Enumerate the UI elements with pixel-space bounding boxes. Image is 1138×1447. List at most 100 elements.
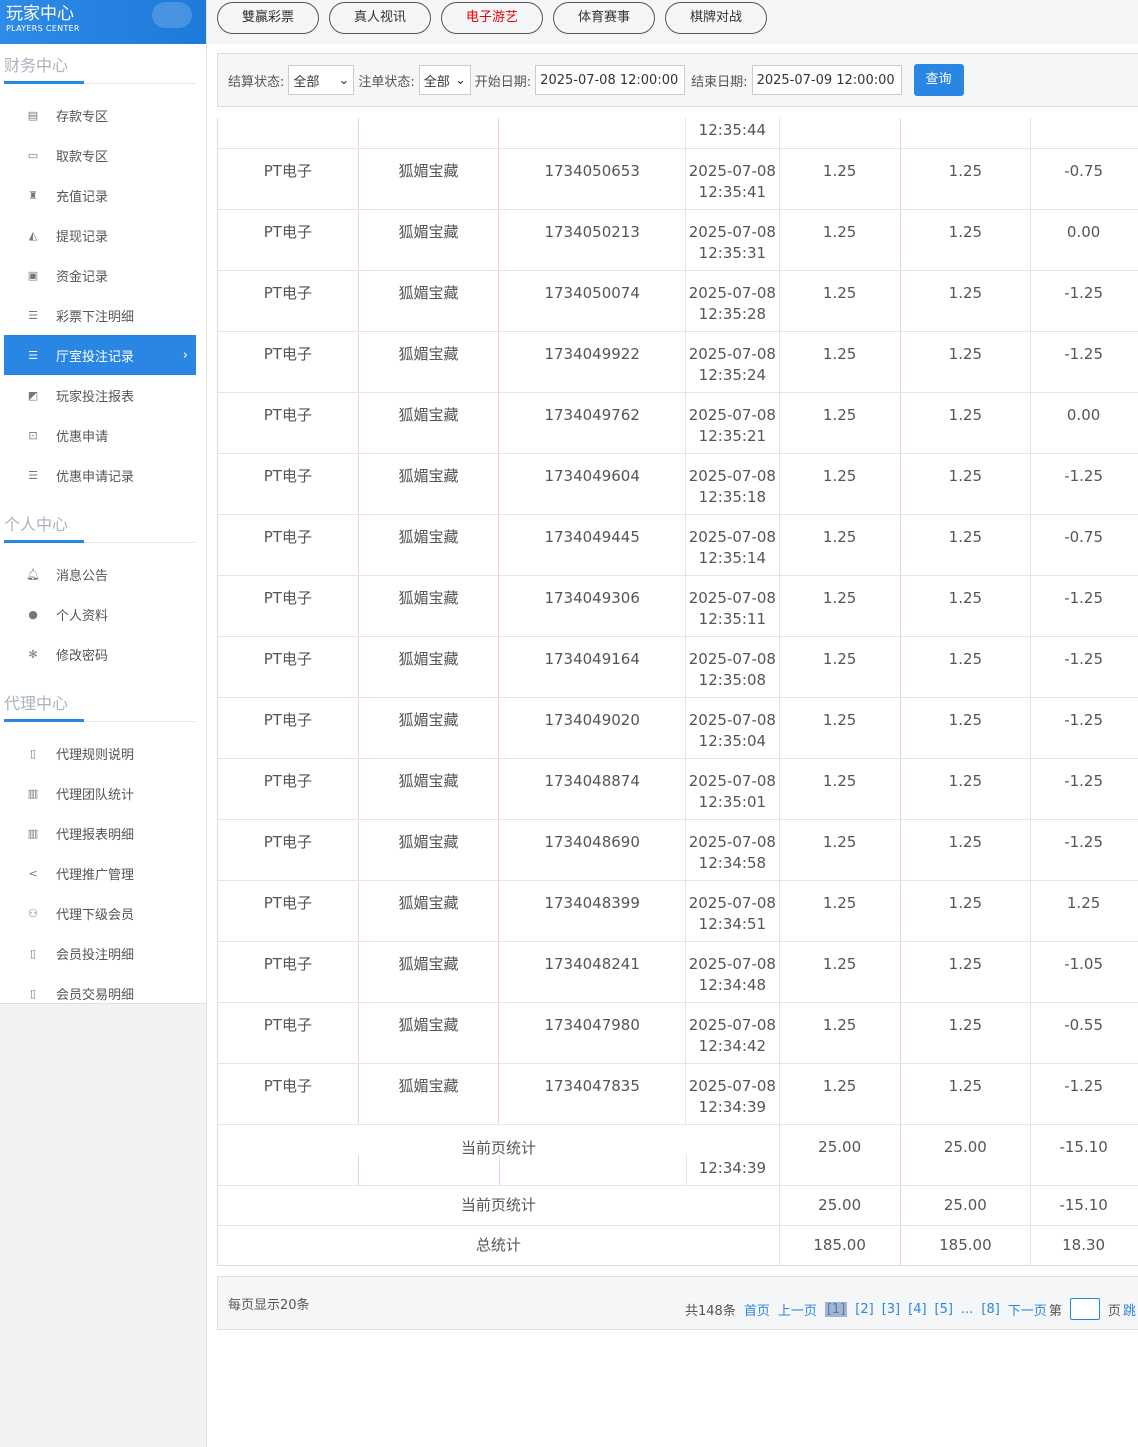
- sidebar-item[interactable]: ▯ 会员交易明细: [4, 973, 196, 1013]
- sidebar-item[interactable]: ▣ 资金记录: [4, 255, 196, 295]
- platform: PT电子: [263, 284, 312, 302]
- bet-time: 12:35:01: [698, 793, 767, 811]
- bet-amount: 1.25: [778, 576, 900, 636]
- goto-prefix: 第: [1048, 1303, 1062, 1319]
- settle-status-select[interactable]: 全部 ⌄: [288, 65, 355, 95]
- page-link-5[interactable]: [5]: [934, 1301, 953, 1317]
- valid-amount: 1.25: [899, 393, 1031, 453]
- bet-date: 2025-07-08: [688, 1016, 776, 1034]
- valid-amount: 1.25: [899, 759, 1031, 819]
- bet-status-select[interactable]: 全部 ⌄: [418, 65, 471, 95]
- sidebar-item-label: 代理推广管理: [56, 867, 135, 883]
- bet-date: 2025-07-08: [688, 1077, 776, 1095]
- total-winloss: 18.30: [1030, 1226, 1138, 1265]
- settle-status-value: 全部: [293, 74, 320, 90]
- bet-time: 12:34:58: [698, 854, 767, 872]
- start-date-label: 开始日期:: [474, 74, 532, 90]
- total-label: 总统计: [475, 1236, 521, 1254]
- summary-row: 当前页统计 12:34:39 25.00 25.00 -15.10: [218, 1124, 1138, 1185]
- sidebar-item[interactable]: ▯ 代理规则说明: [4, 733, 196, 773]
- bet-records-table: 12:35:44 PT电子 狐媚宝藏 1734050653 2025-07-08 12:3…: [217, 118, 1138, 1266]
- bet-id: 1734048399: [498, 881, 685, 941]
- doc-icon: ▯: [29, 986, 37, 1000]
- bet-time: 12:34:42: [698, 1037, 767, 1055]
- sidebar-item-label: 资金记录: [56, 269, 109, 285]
- platform: PT电子: [263, 223, 312, 241]
- sidebar-item[interactable]: ☰ 厅室投注记录 ›: [4, 335, 196, 375]
- goto-page-input[interactable]: [1069, 1298, 1100, 1320]
- page-link-2[interactable]: [2]: [855, 1301, 874, 1317]
- game-tab[interactable]: 体育赛事: [553, 2, 655, 34]
- bet-amount: 1.25: [778, 271, 900, 331]
- platform: PT电子: [263, 162, 312, 180]
- table-row: 12:35:44: [218, 118, 1138, 148]
- bet-amount: 1.25: [778, 759, 900, 819]
- sidebar-item[interactable]: 🔔︎ 消息公告: [4, 554, 196, 594]
- sidebar-item[interactable]: < 代理推广管理: [4, 853, 196, 893]
- sidebar-item-label: 代理下级会员: [56, 907, 135, 923]
- sidebar-item[interactable]: ✻ 修改密码: [4, 634, 196, 674]
- sidebar-item[interactable]: ♜ 充值记录: [4, 175, 196, 215]
- settle-status-label: 结算状态:: [228, 74, 285, 90]
- bet-date: 2025-07-08: [688, 955, 776, 973]
- goto-suffix: 页: [1107, 1303, 1121, 1319]
- win-loss: -0.75: [1030, 515, 1138, 575]
- sidebar-item[interactable]: ▤ 存款专区: [4, 95, 196, 135]
- page-link-8[interactable]: [8]: [981, 1301, 1000, 1317]
- game-tab[interactable]: 棋牌对战: [665, 2, 767, 34]
- game-name: 狐媚宝藏: [357, 698, 499, 758]
- sidebar-item[interactable]: ◭ 提现记录: [4, 215, 196, 255]
- game-tabs: 雙贏彩票 真人视讯 电子游艺 体育赛事 棋牌对战: [207, 0, 1138, 44]
- win-loss: -0.75: [1030, 149, 1138, 209]
- end-date-input[interactable]: 2025-07-09 12:00:00: [751, 65, 902, 95]
- bet-date: 2025-07-08: [688, 711, 776, 729]
- page-link-4[interactable]: [4]: [908, 1301, 927, 1317]
- win-loss: -1.25: [1030, 576, 1138, 636]
- bet-id: 1734050074: [498, 271, 685, 331]
- sidebar-item-label: 玩家投注报表: [56, 389, 135, 405]
- bet-date: 2025-07-08: [688, 162, 776, 180]
- per-page-text: 每页显示20条: [228, 1298, 310, 1313]
- bet-amount: 1.25: [778, 1003, 900, 1063]
- next-page-link[interactable]: 下一页: [1007, 1303, 1047, 1319]
- game-tab[interactable]: 真人视讯: [329, 2, 431, 34]
- query-button[interactable]: 查询: [913, 64, 964, 96]
- win-loss: 0.00: [1030, 210, 1138, 270]
- gear-icon: ✻: [28, 647, 38, 661]
- bet-time: 12:34:51: [698, 915, 767, 933]
- chevron-down-icon: ⌄: [454, 72, 466, 88]
- bet-time: 12:34:39: [698, 1159, 767, 1177]
- first-page-link[interactable]: 首页: [743, 1303, 770, 1319]
- bet-date: 2025-07-08: [688, 528, 776, 546]
- platform: PT电子: [263, 711, 312, 729]
- platform: PT电子: [263, 772, 312, 790]
- valid-amount: 1.25: [899, 881, 1031, 941]
- bet-amount: 1.25: [778, 332, 900, 392]
- valid-amount: 1.25: [899, 1003, 1031, 1063]
- sidebar-item[interactable]: ▭ 取款专区: [4, 135, 196, 175]
- platform: PT电子: [263, 1077, 312, 1095]
- sidebar-item[interactable]: ◩ 玩家投注报表: [4, 375, 196, 415]
- card-icon: ▤: [27, 108, 39, 122]
- sidebar-item[interactable]: ▥ 代理报表明细: [4, 813, 196, 853]
- sidebar-item[interactable]: ⚇ 代理下级会员: [4, 893, 196, 933]
- sidebar-item[interactable]: ⊡ 优惠申请: [4, 415, 196, 455]
- game-tab[interactable]: 雙贏彩票: [217, 2, 319, 34]
- page-link-1[interactable]: [1]: [824, 1301, 848, 1317]
- game-tab[interactable]: 电子游艺: [441, 2, 543, 34]
- sidebar-item[interactable]: ▯ 会员投注明细: [4, 933, 196, 973]
- sidebar-item[interactable]: ● 个人资料: [4, 594, 196, 634]
- platform: PT电子: [263, 833, 312, 851]
- start-date-input[interactable]: 2025-07-08 12:00:00: [535, 65, 686, 95]
- total-valid: 25.00: [899, 1186, 1031, 1225]
- prev-page-link[interactable]: 上一页: [777, 1303, 817, 1319]
- sidebar-item[interactable]: ☰ 优惠申请记录: [4, 455, 196, 495]
- platform: PT电子: [263, 589, 312, 607]
- sidebar-item-label: 代理规则说明: [56, 747, 135, 763]
- page-total-row: 当前页统计 25.00 25.00 -15.10: [218, 1185, 1138, 1225]
- sidebar-item[interactable]: ▥ 代理团队统计: [4, 773, 196, 813]
- page-link-3[interactable]: [3]: [881, 1301, 901, 1317]
- sidebar-item[interactable]: ☰ 彩票下注明细: [4, 295, 196, 335]
- jump-button[interactable]: 跳: [1122, 1303, 1136, 1319]
- game-name: 狐媚宝藏: [357, 820, 499, 880]
